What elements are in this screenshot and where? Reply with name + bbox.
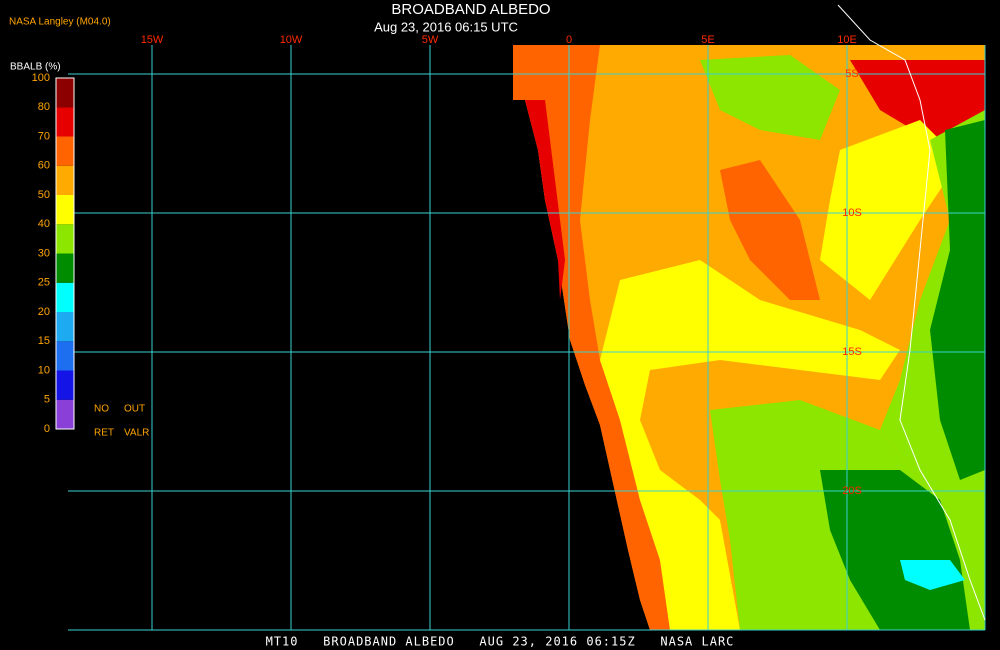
colorbar-tick-label: 40 [38, 218, 50, 230]
east-yellow [820, 120, 960, 300]
latitude-label: 20S [842, 485, 862, 497]
graticule [68, 45, 986, 631]
north-green [700, 55, 840, 140]
note: OUT [124, 404, 145, 415]
colorbar-segment [56, 107, 74, 137]
longitude-label: 10W [280, 34, 303, 46]
colorbar-tick-label: 60 [38, 160, 50, 172]
note: RET [94, 428, 114, 439]
footer: MT10 BROADBAND ALBEDO AUG 23, 2016 06:15… [266, 635, 735, 649]
colorbar-tick-label: 80 [38, 101, 50, 113]
border-line [837, 4, 986, 621]
colorbar-tick-label: 10 [38, 364, 50, 376]
colorbar-segment [56, 312, 74, 342]
colorbar-frame [55, 77, 75, 430]
dark-green-east [930, 120, 985, 480]
colorbar-segment [56, 341, 74, 371]
coast-dark-red [525, 100, 565, 300]
colorbar-tick-label: 100 [32, 72, 50, 84]
longitude-label: 5W [422, 34, 439, 46]
colorbar-segment [56, 399, 74, 429]
colorbar-tick-label: 20 [38, 306, 50, 318]
colorbar-segment [56, 370, 74, 400]
latitude-label: 10S [842, 207, 862, 219]
colorbar-segment [56, 253, 74, 283]
note: NO [94, 404, 109, 415]
longitude-label: 15W [141, 34, 164, 46]
colorbar-segment [56, 78, 74, 108]
colorbar-tick-label: 50 [38, 189, 50, 201]
north-red [850, 60, 985, 140]
cyan-pan [900, 560, 965, 590]
latitude-label: 5S [845, 68, 858, 80]
colorbar-segment [56, 165, 74, 195]
colorbar-segment [56, 195, 74, 225]
colorbar-tick-label: 0 [44, 423, 50, 435]
title: BROADBAND ALBEDO [391, 1, 550, 18]
dark-green-south [820, 470, 970, 630]
colorbar-segment [56, 282, 74, 312]
inland-red [720, 160, 820, 300]
longitude-label: 10E [837, 34, 857, 46]
longitude-label: 0 [566, 34, 572, 46]
colorbar-tick-label: 30 [38, 247, 50, 259]
albedo-field [513, 45, 985, 630]
note: VALR [124, 428, 149, 439]
subtitle: Aug 23, 2016 06:15 UTC [374, 19, 518, 34]
latitude-label: 15S [842, 346, 862, 358]
colorbar-segment [56, 136, 74, 166]
colorbar-label: BBALB (%) [10, 62, 61, 73]
colorbar-tick-label: 25 [38, 277, 50, 289]
colorbar-tick-label: 5 [44, 394, 50, 406]
producer: NASA Langley (M04.0) [9, 17, 111, 28]
colorbar-tick-label: 70 [38, 130, 50, 142]
colorbar-segment [56, 224, 74, 254]
longitude-label: 5E [701, 34, 714, 46]
colorbar-tick-label: 15 [38, 335, 50, 347]
